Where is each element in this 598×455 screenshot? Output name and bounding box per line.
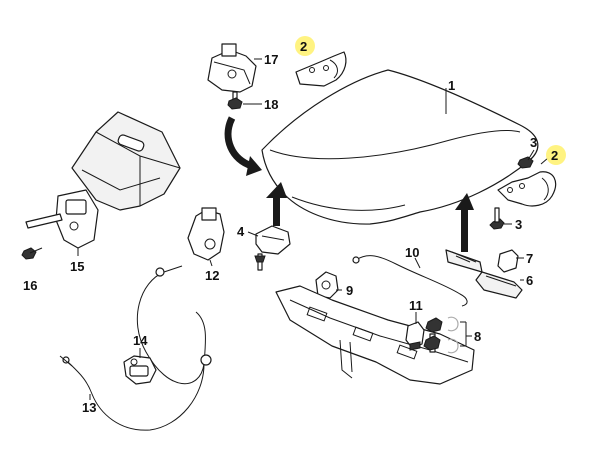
callout-10: 10 xyxy=(405,245,419,260)
leader-4 xyxy=(247,231,259,237)
arrow-up-center xyxy=(266,182,287,226)
callout-2: 2 xyxy=(300,39,307,54)
callout-4: 4 xyxy=(237,224,245,239)
bumper-foam xyxy=(445,249,483,273)
hood-striker xyxy=(254,225,291,271)
release-handle xyxy=(123,355,157,385)
hood-latch xyxy=(25,189,99,249)
callout-highlight xyxy=(546,145,566,165)
leader-10 xyxy=(414,257,421,269)
leader-2b xyxy=(540,157,549,165)
callout-3: 3 xyxy=(530,135,537,150)
release-cable xyxy=(59,265,212,431)
fastener-outline-upper xyxy=(447,316,459,332)
callout-16: 16 xyxy=(23,278,37,293)
hinge-bolt-upper xyxy=(517,156,534,169)
prop-rod xyxy=(352,255,468,307)
leader-12 xyxy=(209,259,213,267)
callout-2: 2 xyxy=(551,148,558,163)
radiator-support-crossmember xyxy=(275,285,475,385)
callout-12: 12 xyxy=(205,268,219,283)
fastener-outline-lower xyxy=(447,338,459,354)
callout-18: 18 xyxy=(264,97,278,112)
fastener-lower xyxy=(423,333,441,353)
callout-11: 11 xyxy=(409,298,423,313)
callout-17: 17 xyxy=(264,52,278,67)
leader-lines xyxy=(77,58,549,400)
hood-hinge-right xyxy=(497,171,557,207)
release-lever xyxy=(187,207,225,261)
leader-3a xyxy=(527,149,535,161)
callout-14: 14 xyxy=(133,333,148,348)
callout-6: 6 xyxy=(526,273,533,288)
callout-9: 9 xyxy=(346,283,353,298)
hinge-bracket xyxy=(207,43,257,93)
bumper-block xyxy=(497,249,519,273)
callout-13: 13 xyxy=(82,400,96,415)
hinge-bolt-lower xyxy=(489,207,505,230)
hinge-bracket-bolt xyxy=(227,91,243,110)
hood-hinge-left xyxy=(295,51,347,87)
arrow-up-right xyxy=(455,193,474,252)
callout-highlight xyxy=(295,36,315,56)
callout-3: 3 xyxy=(515,217,522,232)
callout-8: 8 xyxy=(474,329,481,344)
front-panel xyxy=(71,111,181,211)
fastener-upper xyxy=(425,317,443,333)
bracket-clip xyxy=(405,321,425,351)
callout-1: 1 xyxy=(448,78,455,93)
hood-panel xyxy=(261,69,539,225)
callout-7: 7 xyxy=(526,251,533,266)
curved-arrow-left xyxy=(224,116,262,176)
bumper-long xyxy=(475,271,523,299)
latch-bolt xyxy=(21,247,43,260)
callout-15: 15 xyxy=(70,259,84,274)
